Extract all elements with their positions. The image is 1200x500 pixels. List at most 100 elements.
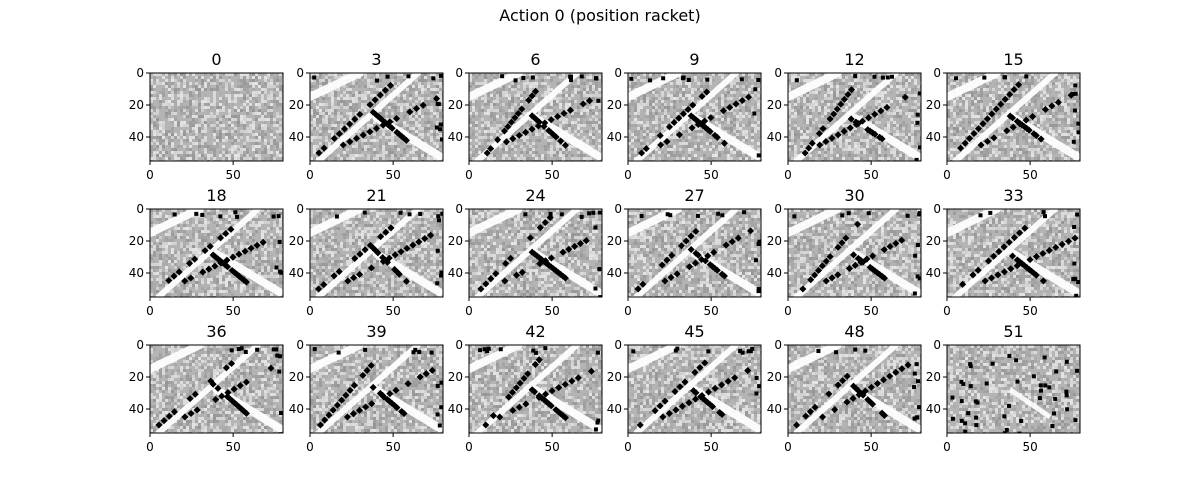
y-tick-label: 20 bbox=[926, 370, 941, 384]
dark-pixel bbox=[675, 114, 683, 122]
dark-pixel bbox=[845, 264, 853, 272]
dark-pixel bbox=[1007, 265, 1015, 273]
dark-pixel bbox=[535, 118, 543, 126]
dark-pixel bbox=[372, 124, 381, 132]
dark-pixel bbox=[1002, 414, 1007, 419]
x-tick-label: 0 bbox=[943, 440, 951, 454]
y-tick-label: 20 bbox=[926, 98, 941, 112]
dark-pixel bbox=[705, 388, 713, 396]
dark-pixel bbox=[846, 211, 851, 216]
dark-pixel bbox=[880, 376, 888, 384]
panel-title: 30 bbox=[844, 186, 864, 205]
dark-pixel bbox=[554, 112, 562, 121]
dark-pixel bbox=[917, 91, 921, 96]
dark-pixel bbox=[692, 389, 700, 397]
white-band bbox=[690, 385, 761, 433]
panel-33: 33 0 20 40 0 50 bbox=[926, 186, 1081, 318]
dark-pixel bbox=[507, 254, 515, 262]
dark-pixel bbox=[315, 149, 323, 157]
y-tick-label: 40 bbox=[607, 266, 622, 280]
dark-pixel bbox=[160, 417, 168, 425]
dark-pixel bbox=[528, 92, 536, 100]
dark-pixel bbox=[973, 399, 978, 404]
dark-pixel bbox=[535, 356, 543, 364]
dark-pixel bbox=[1001, 95, 1009, 103]
dark-pixel bbox=[227, 225, 235, 233]
dark-pixel bbox=[974, 266, 982, 274]
panel-image bbox=[788, 73, 921, 161]
dark-pixel bbox=[682, 237, 690, 245]
axes-frame bbox=[149, 344, 284, 434]
dark-pixel bbox=[757, 384, 761, 389]
dark-pixel bbox=[834, 271, 842, 279]
dark-pixel bbox=[1006, 90, 1014, 98]
dark-pixel bbox=[754, 375, 759, 380]
panel-12: 12 0 20 40 0 50 bbox=[767, 50, 922, 182]
dark-pixel bbox=[548, 211, 553, 216]
dark-pixel bbox=[904, 361, 912, 369]
y-tick-label: 40 bbox=[767, 266, 782, 280]
panel-image bbox=[310, 209, 443, 297]
dark-pixel bbox=[398, 210, 403, 215]
dark-pixel bbox=[744, 367, 752, 375]
y-tick-label: 40 bbox=[926, 402, 941, 416]
y-tick-label: 0 bbox=[296, 66, 304, 80]
white-band bbox=[315, 345, 422, 433]
dark-pixel bbox=[1064, 393, 1069, 398]
dark-pixel bbox=[404, 380, 412, 388]
x-tick-label: 50 bbox=[703, 168, 718, 182]
dark-pixel bbox=[201, 247, 209, 255]
dark-pixel bbox=[959, 280, 967, 288]
dark-pixel bbox=[356, 250, 364, 258]
dark-pixel bbox=[748, 349, 753, 354]
dark-pixel bbox=[1065, 407, 1070, 412]
dark-pixel bbox=[1073, 276, 1078, 281]
white-band bbox=[947, 73, 1001, 101]
dark-pixel bbox=[886, 242, 894, 251]
dark-pixel bbox=[756, 242, 761, 247]
x-tick-label: 0 bbox=[465, 440, 473, 454]
axes-frame bbox=[627, 72, 762, 162]
dark-pixel bbox=[242, 278, 250, 286]
dark-pixel bbox=[794, 78, 799, 83]
dark-pixel bbox=[400, 410, 408, 418]
y-tick-label: 40 bbox=[607, 130, 622, 144]
dark-pixel bbox=[979, 120, 987, 128]
dark-pixel bbox=[656, 132, 664, 140]
axes-frame bbox=[946, 344, 1081, 434]
dark-pixel bbox=[738, 96, 746, 105]
dark-pixel bbox=[915, 120, 920, 125]
dark-pixel bbox=[850, 251, 858, 259]
dark-pixel bbox=[685, 399, 693, 407]
dark-pixel bbox=[968, 364, 973, 369]
dark-pixel bbox=[846, 124, 854, 132]
y-tick-label: 20 bbox=[129, 98, 144, 112]
panel-title: 9 bbox=[689, 50, 699, 69]
dark-pixel bbox=[409, 241, 417, 249]
x-tick-label: 50 bbox=[703, 440, 718, 454]
dark-pixel bbox=[376, 91, 384, 99]
dark-pixel bbox=[961, 382, 966, 387]
dark-pixel bbox=[686, 77, 691, 82]
dark-pixel bbox=[344, 277, 352, 285]
x-tick-label: 50 bbox=[863, 168, 878, 182]
dark-pixel bbox=[853, 347, 858, 352]
dark-pixel bbox=[1016, 229, 1024, 237]
dark-pixel bbox=[974, 415, 979, 420]
dark-pixel bbox=[685, 263, 693, 271]
dark-pixel bbox=[691, 395, 700, 403]
dark-pixel bbox=[840, 213, 845, 218]
dark-pixel bbox=[434, 125, 439, 130]
dark-pixel bbox=[1064, 359, 1069, 364]
dark-pixel bbox=[981, 277, 989, 285]
dark-pixel bbox=[1042, 355, 1047, 360]
panel-image bbox=[947, 209, 1080, 297]
x-tick-label: 50 bbox=[1022, 168, 1037, 182]
dark-pixel bbox=[186, 395, 194, 403]
dark-pixel bbox=[395, 270, 403, 278]
dark-pixel bbox=[831, 406, 839, 414]
panel-image bbox=[310, 345, 443, 433]
dark-pixel bbox=[555, 384, 563, 392]
dark-pixel bbox=[665, 212, 670, 217]
dark-pixel bbox=[1002, 75, 1007, 80]
